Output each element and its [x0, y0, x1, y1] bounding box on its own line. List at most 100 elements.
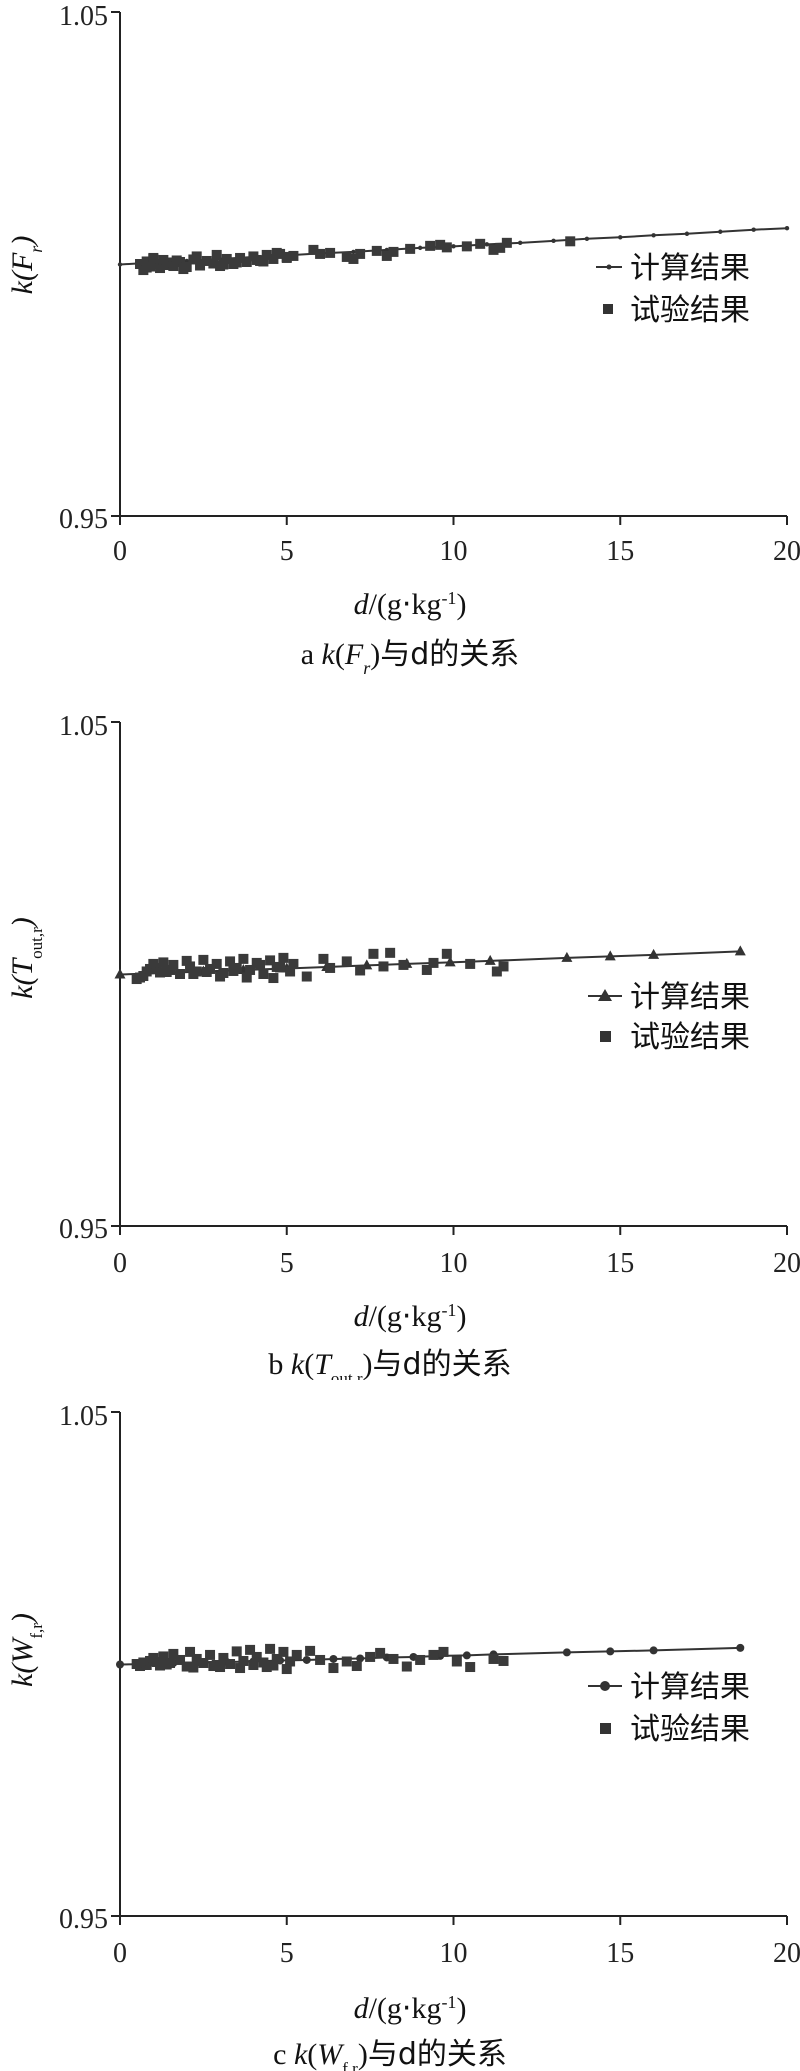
test-point	[228, 965, 239, 976]
test-point	[145, 963, 156, 974]
test-point	[191, 1653, 202, 1664]
legend-label-test-b: 试验结果	[630, 1020, 750, 1055]
x-tick-label: 10	[440, 1938, 468, 1969]
calc-point	[648, 948, 660, 959]
x-tick-label: 0	[113, 1938, 127, 1969]
test-point	[278, 1646, 289, 1657]
test-point	[198, 1657, 209, 1668]
test-point	[215, 971, 226, 982]
test-point	[365, 1651, 376, 1662]
test-point	[198, 954, 209, 965]
legend-square-a	[603, 304, 613, 314]
test-point	[208, 1661, 219, 1672]
test-point	[368, 948, 379, 959]
calc-point	[651, 233, 656, 238]
y-tick-top-b: 1.05	[59, 711, 108, 742]
test-point	[291, 1649, 302, 1660]
caption-a: a k(Fr)与d的关系	[301, 637, 520, 678]
test-point	[421, 964, 432, 975]
test-point	[208, 258, 219, 269]
test-point	[258, 969, 269, 979]
y-tick-top-a: 1.05	[59, 1, 108, 32]
calc-point	[117, 262, 123, 267]
test-point	[141, 256, 152, 267]
test-point	[245, 964, 256, 975]
test-point	[215, 1662, 226, 1673]
test-point	[441, 948, 452, 959]
test-point	[435, 239, 446, 250]
legend-square-c	[600, 1723, 611, 1734]
test-point	[161, 1659, 172, 1670]
x-tick-label: 5	[280, 1938, 294, 1969]
test-point	[271, 247, 282, 258]
test-point	[251, 254, 262, 265]
test-point	[195, 260, 206, 271]
test-point	[188, 1662, 199, 1673]
x-tick-label: 10	[440, 536, 468, 567]
panel-c: 0 5 10 15 20 k(Wf,r) 1.05 0.95 d/(g·kg-1) c …	[0, 1380, 800, 2071]
test-point	[255, 959, 266, 970]
test-point	[181, 955, 192, 966]
test-point	[231, 1646, 242, 1657]
panel-b: 0 5 10 15 20 k(Tout,r) 1.05 0.95 d/(g·kg-1) …	[0, 690, 800, 1380]
test-point	[475, 238, 486, 249]
svg-text:k(Wf,r): k(Wf,r)	[6, 1613, 46, 1687]
calc-point	[561, 951, 573, 962]
test-point	[491, 966, 502, 977]
x-tick-label: 5	[280, 536, 294, 567]
test-point	[201, 966, 212, 977]
test-point	[488, 1653, 499, 1664]
test-point	[305, 1645, 316, 1656]
test-point	[205, 1649, 216, 1660]
legend-c: 计算结果 试验结果	[588, 1670, 750, 1747]
x-tick-label: 20	[773, 1938, 800, 1969]
test-point	[341, 251, 352, 262]
test-point	[501, 237, 512, 248]
test-point	[461, 241, 472, 252]
svg-text:k(Fr): k(Fr)	[6, 236, 46, 295]
calc-point	[684, 231, 690, 236]
x-tick-label: 20	[773, 536, 800, 567]
test-point	[175, 1654, 186, 1665]
test-point	[171, 255, 182, 266]
calc-point	[736, 1643, 745, 1652]
test-point	[325, 247, 336, 258]
calc-point	[551, 238, 556, 244]
test-point	[425, 240, 436, 251]
caption-c: c k(Wf,r)与d的关系	[273, 2037, 507, 2071]
test-point	[355, 965, 366, 976]
y-tick-bottom-c: 0.95	[59, 1904, 108, 1935]
test-point	[388, 246, 399, 257]
calc-point	[462, 1651, 471, 1660]
x-tick-label: 10	[440, 1248, 468, 1279]
x-tick-label: 15	[606, 536, 634, 567]
test-point	[398, 959, 409, 970]
test-point	[348, 253, 359, 264]
test-point	[238, 1655, 249, 1666]
test-point	[258, 256, 269, 267]
test-point	[265, 1643, 276, 1654]
calc-point	[356, 1654, 365, 1663]
test-point	[218, 1652, 229, 1663]
x-tick-label: 0	[113, 1248, 127, 1279]
test-point	[371, 245, 382, 256]
x-tick-label: 20	[773, 1248, 800, 1279]
legend-triangle-b	[598, 989, 612, 1001]
calc-point	[604, 950, 616, 961]
test-point	[178, 264, 189, 275]
marks-b: 0 5 10 15 20	[111, 721, 800, 1279]
test-point	[405, 243, 416, 254]
test-point	[268, 1660, 279, 1671]
test-point	[301, 971, 312, 982]
test-point	[141, 262, 152, 273]
test-point	[285, 966, 296, 977]
test-point	[135, 259, 146, 269]
test-point	[385, 947, 396, 958]
test-point	[341, 1656, 352, 1667]
calc-point	[734, 945, 746, 956]
test-point	[188, 969, 199, 979]
test-point	[175, 969, 186, 979]
test-point	[351, 1661, 362, 1672]
x-tick-label: 15	[606, 1938, 634, 1969]
